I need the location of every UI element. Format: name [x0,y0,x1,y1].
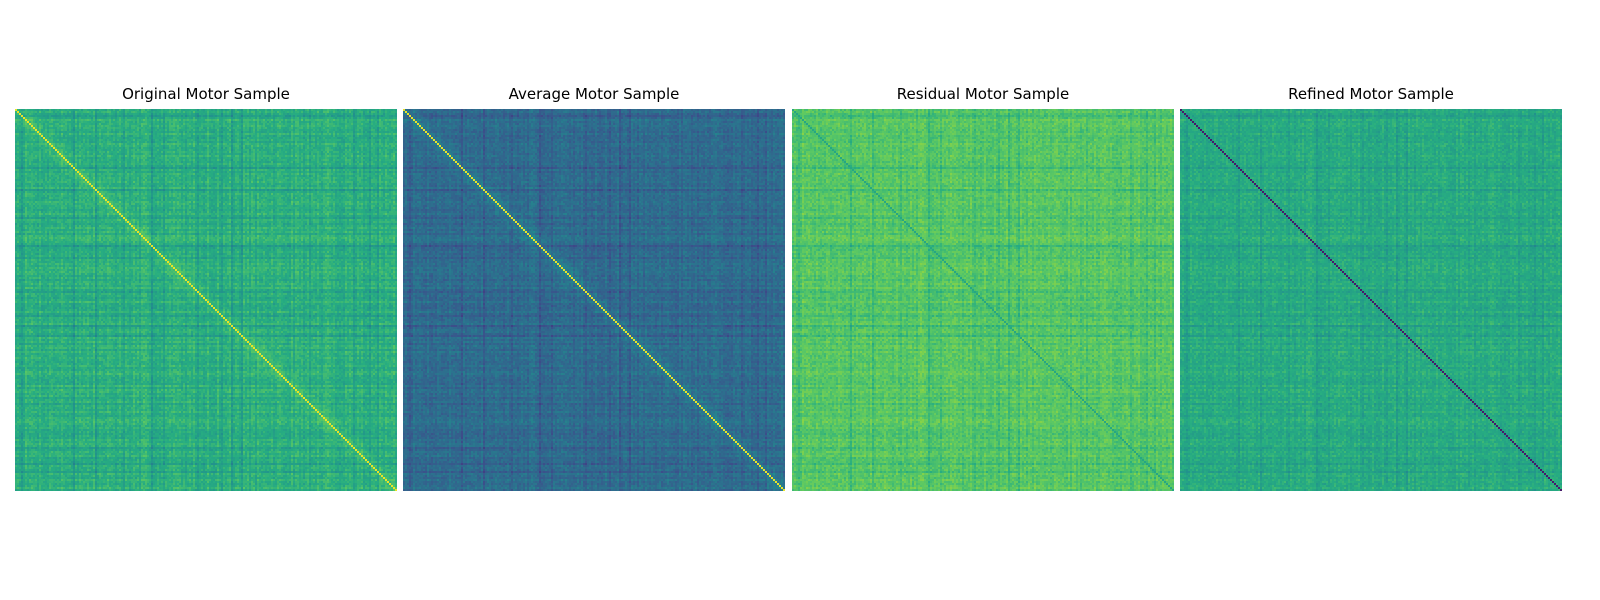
chart-title: Refined Motor Sample [1288,85,1454,103]
chart-title: Residual Motor Sample [896,85,1070,103]
heatmap-average [403,109,785,491]
chart-title: Original Motor Sample [122,85,290,103]
heatmap-residual [792,109,1174,491]
heatmap-original [15,109,397,491]
chart-title: Average Motor Sample [508,85,680,103]
heatmap-refined [1180,109,1562,491]
